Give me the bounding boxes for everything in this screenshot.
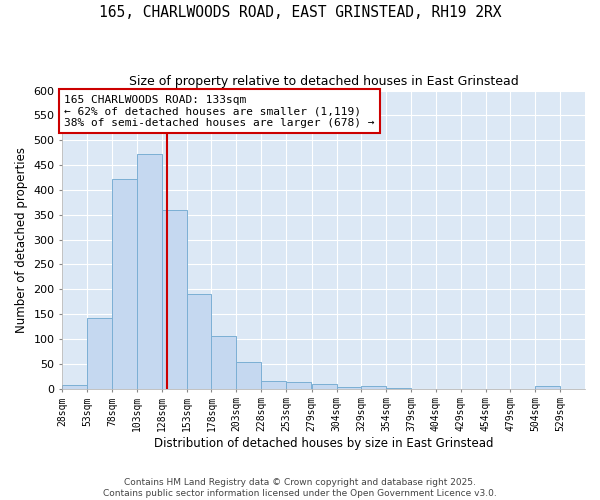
Text: 165, CHARLWOODS ROAD, EAST GRINSTEAD, RH19 2RX: 165, CHARLWOODS ROAD, EAST GRINSTEAD, RH… xyxy=(99,5,501,20)
Bar xyxy=(261,380,286,388)
Bar xyxy=(286,382,311,388)
Bar xyxy=(337,387,361,388)
Bar xyxy=(187,294,211,388)
Bar xyxy=(211,336,236,388)
Bar xyxy=(312,384,337,388)
Text: Contains HM Land Registry data © Crown copyright and database right 2025.
Contai: Contains HM Land Registry data © Crown c… xyxy=(103,478,497,498)
Bar xyxy=(62,384,87,388)
Bar xyxy=(87,318,112,388)
Text: 165 CHARLWOODS ROAD: 133sqm
← 62% of detached houses are smaller (1,119)
38% of : 165 CHARLWOODS ROAD: 133sqm ← 62% of det… xyxy=(64,94,375,128)
Bar xyxy=(236,362,261,388)
Bar xyxy=(112,179,137,388)
Bar xyxy=(161,210,187,388)
Title: Size of property relative to detached houses in East Grinstead: Size of property relative to detached ho… xyxy=(129,75,518,88)
Y-axis label: Number of detached properties: Number of detached properties xyxy=(15,146,28,332)
Bar xyxy=(361,386,386,388)
Bar xyxy=(137,154,161,388)
X-axis label: Distribution of detached houses by size in East Grinstead: Distribution of detached houses by size … xyxy=(154,437,493,450)
Bar xyxy=(535,386,560,388)
